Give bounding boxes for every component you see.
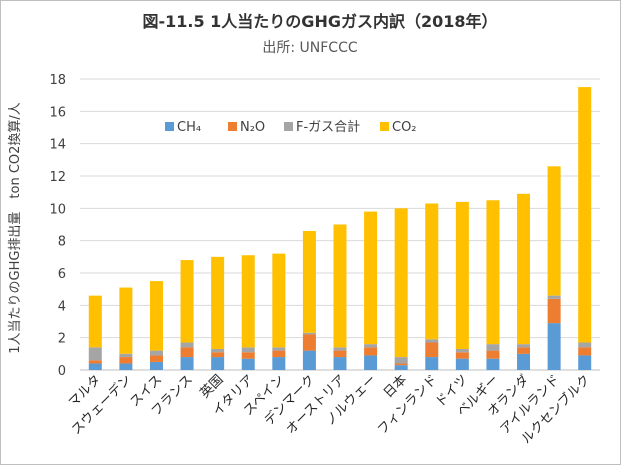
bar-segment — [578, 347, 592, 356]
legend: CH₄ N₂O F-ガス合計 CO₂ — [165, 119, 417, 135]
legend-label: CO₂ — [392, 120, 417, 135]
y-axis-title: 1人当たりのGHG排出量 ton CO2換算/人 — [8, 102, 23, 354]
bar-segment — [455, 358, 469, 370]
bar-segment — [302, 332, 316, 335]
y-tick-label: 12 — [49, 170, 66, 185]
bar-segment — [425, 203, 439, 340]
y-tick-label: 6 — [58, 267, 66, 282]
bar-segment — [272, 350, 286, 358]
bar-segment — [425, 342, 439, 358]
bar-segment — [119, 357, 133, 364]
bar-segment — [455, 352, 469, 359]
bar-segment — [272, 347, 286, 351]
y-tick-label: 16 — [49, 105, 66, 120]
legend-label: F-ガス合計 — [296, 119, 360, 135]
legend-label: N₂O — [240, 120, 265, 135]
bar-segment — [272, 253, 286, 348]
bar-segment — [394, 208, 408, 358]
bar-segment — [394, 357, 408, 364]
y-tick-label: 14 — [49, 138, 66, 153]
y-tick-label: 0 — [58, 364, 66, 379]
chart-title: 図-11.5 1人当たりのGHGガス内訳（2018年） — [142, 12, 497, 31]
bar-segment — [272, 357, 286, 370]
bar-segment — [578, 87, 592, 343]
bar-segment — [149, 350, 163, 356]
bar-segment — [180, 342, 194, 348]
bar-segment — [486, 358, 500, 370]
bar-segment — [394, 363, 408, 366]
legend-swatch — [380, 122, 389, 131]
bar-segment — [517, 193, 531, 345]
bar-segment — [547, 295, 561, 299]
bar-segment — [241, 255, 255, 348]
bar-segment — [333, 350, 347, 358]
chart-subtitle: 出所: UNFCCC — [262, 40, 357, 56]
legend-swatch — [284, 122, 293, 131]
bar-segment — [455, 201, 469, 349]
bar-segment — [119, 363, 133, 370]
bar-segment — [364, 347, 378, 356]
bar-segment — [88, 347, 102, 361]
bar-segment — [302, 350, 316, 370]
bar-segment — [364, 344, 378, 348]
bar-segment — [149, 281, 163, 351]
bar-segment — [302, 230, 316, 333]
bars — [88, 87, 592, 370]
bar-segment — [88, 295, 102, 348]
bar-segment — [302, 334, 316, 351]
y-tick-label: 18 — [49, 73, 66, 88]
bar-segment — [211, 256, 225, 349]
bar-segment — [578, 342, 592, 348]
y-tick-label: 2 — [58, 332, 66, 347]
bar-segment — [180, 260, 194, 343]
bar-segment — [547, 166, 561, 296]
bar-segment — [180, 357, 194, 370]
legend-label: CH₄ — [177, 120, 201, 135]
bar-segment — [211, 357, 225, 370]
bar-segment — [486, 200, 500, 345]
bar-segment — [333, 224, 347, 348]
y-tick-label: 4 — [58, 299, 66, 314]
legend-swatch — [228, 122, 237, 131]
bar-segment — [211, 348, 225, 353]
bar-segment — [486, 350, 500, 359]
bar-segment — [425, 357, 439, 370]
bar-segment — [333, 357, 347, 370]
y-tick-label: 10 — [49, 202, 66, 217]
bar-segment — [88, 363, 102, 370]
bar-segment — [88, 360, 102, 364]
bar-segment — [241, 352, 255, 359]
legend-swatch — [165, 122, 174, 131]
bar-segment — [333, 347, 347, 351]
bar-segment — [180, 347, 194, 358]
bar-segment — [517, 344, 531, 348]
bar-segment — [578, 355, 592, 370]
bar-segment — [486, 344, 500, 351]
bar-segment — [547, 323, 561, 370]
bar-segment — [149, 355, 163, 362]
gridlines — [80, 78, 600, 371]
bar-segment — [547, 298, 561, 324]
bar-segment — [241, 358, 255, 370]
bar-segment — [149, 361, 163, 370]
bar-segment — [119, 287, 133, 354]
bar-segment — [119, 353, 133, 358]
y-axis-ticks: 0 2 4 6 8 10 12 14 16 18 — [49, 73, 66, 379]
bar-segment — [364, 211, 378, 345]
bar-segment — [425, 339, 439, 343]
bar-segment — [394, 365, 408, 370]
bar-segment — [517, 353, 531, 370]
bar-segment — [241, 347, 255, 353]
bar-segment — [364, 355, 378, 370]
bar-segment — [211, 352, 225, 358]
bar-segment — [455, 348, 469, 353]
y-tick-label: 8 — [58, 235, 66, 250]
bar-segment — [517, 347, 531, 354]
